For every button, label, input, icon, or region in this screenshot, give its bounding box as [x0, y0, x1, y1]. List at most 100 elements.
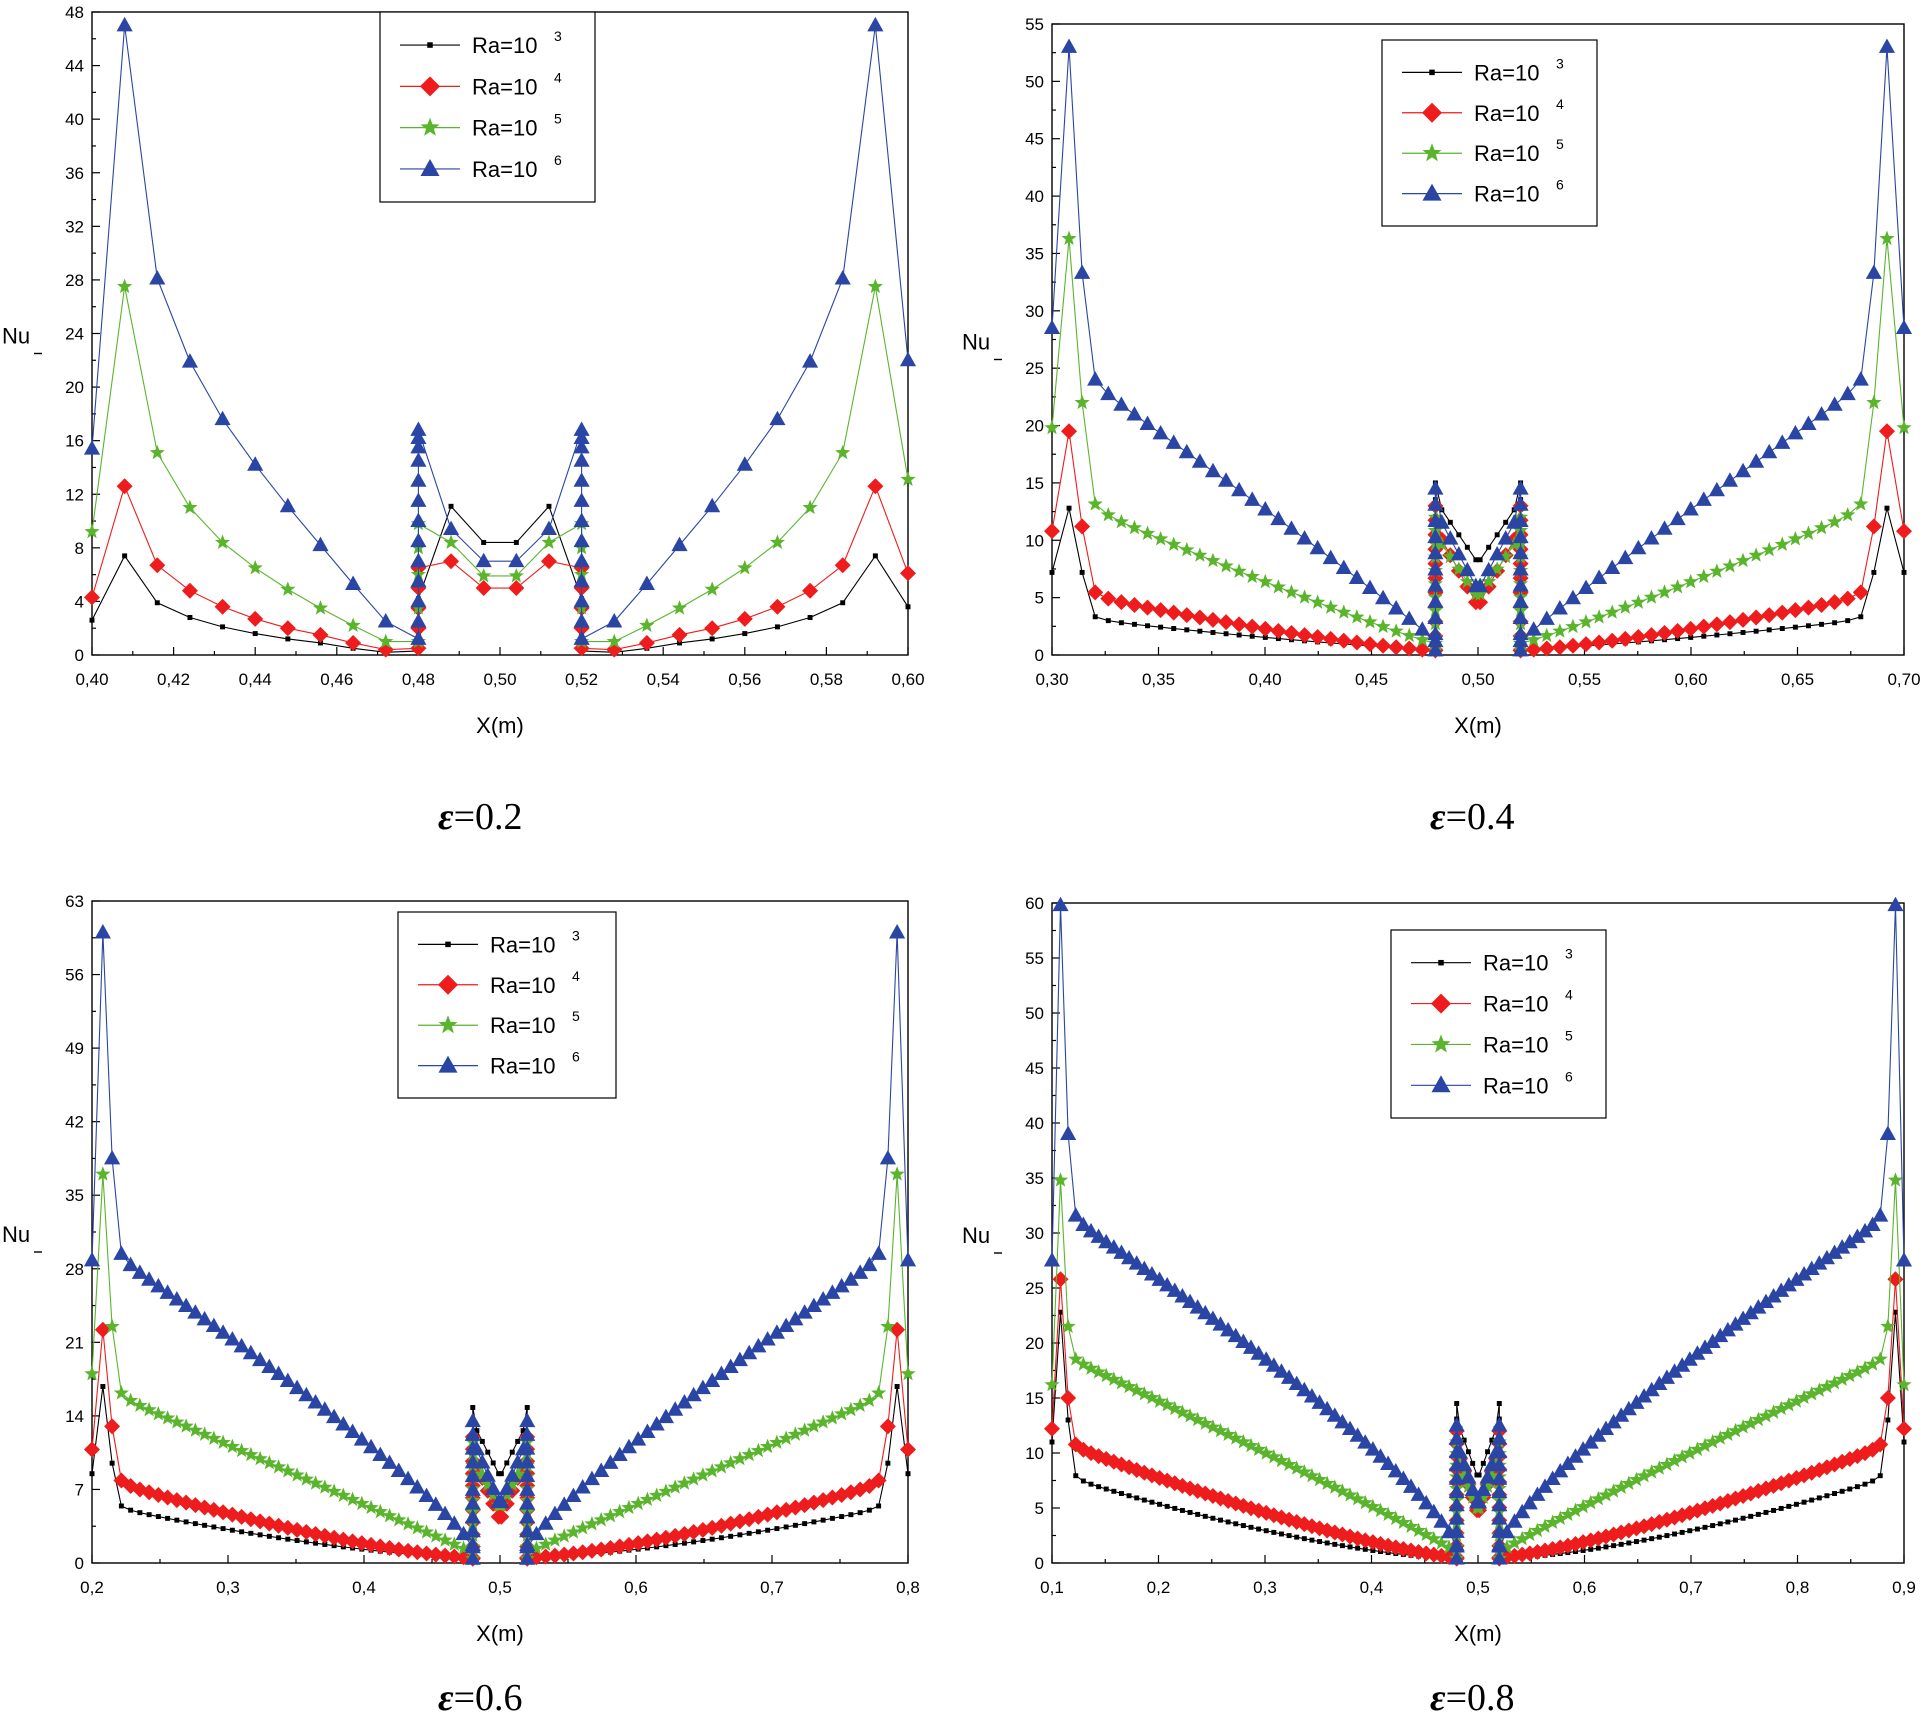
data-point — [381, 1539, 398, 1556]
data-point — [1720, 1426, 1736, 1442]
data-point — [248, 1530, 254, 1536]
data-point — [1669, 622, 1686, 639]
data-point — [1611, 1543, 1617, 1549]
data-point — [1191, 453, 1208, 468]
data-point — [1283, 625, 1300, 642]
data-point — [178, 1297, 195, 1313]
data-point — [1249, 633, 1255, 639]
data-point — [1374, 589, 1392, 605]
data-point — [1551, 639, 1568, 656]
data-point — [573, 452, 590, 467]
data-point — [885, 1460, 891, 1466]
data-point — [1864, 1441, 1881, 1458]
data-point — [1494, 532, 1500, 538]
chart-caption: ε=0.6 — [438, 1677, 523, 1719]
data-point — [1489, 561, 1505, 576]
data-point — [1388, 1510, 1404, 1526]
data-point — [1800, 525, 1817, 540]
data-point — [131, 1264, 148, 1279]
data-point — [1778, 1505, 1784, 1511]
data-point — [1735, 1310, 1752, 1325]
data-point — [335, 1416, 352, 1431]
legend-marker — [438, 974, 458, 995]
data-point — [270, 1517, 287, 1534]
data-point — [1414, 631, 1430, 647]
data-point — [1121, 1249, 1138, 1265]
data-point — [1218, 558, 1234, 573]
data-point — [1896, 523, 1912, 540]
data-point — [1656, 1534, 1662, 1540]
data-point — [1704, 1333, 1721, 1348]
data-point — [1633, 1539, 1639, 1545]
x-tick-label: 0,30 — [1035, 670, 1068, 689]
data-point — [149, 444, 165, 460]
data-point — [1719, 1321, 1736, 1337]
data-point — [1273, 1363, 1290, 1378]
legend-label-exponent: 5 — [1565, 1027, 1573, 1043]
data-point — [1740, 629, 1746, 635]
data-point — [1065, 1417, 1071, 1423]
data-point — [1697, 1437, 1713, 1453]
data-point — [279, 497, 296, 513]
data-point — [169, 1414, 185, 1429]
legend-marker — [420, 158, 440, 176]
data-point — [519, 1440, 536, 1455]
data-point — [1674, 1449, 1690, 1464]
data-point — [834, 1406, 850, 1421]
data-point — [196, 1310, 213, 1326]
data-point — [1152, 424, 1169, 440]
data-point — [1630, 594, 1646, 609]
data-point — [1402, 1542, 1419, 1559]
data-point — [1475, 1489, 1491, 1504]
data-point — [1202, 1513, 1208, 1519]
data-point — [187, 1304, 204, 1319]
data-point — [879, 1418, 896, 1435]
data-point — [1758, 1408, 1774, 1423]
data-point — [1757, 1293, 1775, 1309]
data-point — [1748, 453, 1765, 468]
data-point — [1083, 1360, 1099, 1375]
data-point — [1470, 1494, 1488, 1509]
data-point — [154, 600, 160, 606]
data-point — [1223, 631, 1229, 637]
data-point — [335, 1487, 351, 1502]
y-tick-label: 16 — [65, 432, 84, 451]
data-point — [1296, 530, 1313, 545]
data-point — [1887, 896, 1904, 912]
data-point — [493, 1508, 510, 1525]
data-point — [1491, 1470, 1508, 1485]
data-point — [1795, 1266, 1813, 1281]
data-point — [1486, 544, 1492, 550]
y-tick-label: 42 — [65, 1113, 84, 1132]
y-tick-label: 15 — [1025, 1389, 1044, 1408]
data-point — [750, 1442, 767, 1458]
data-point — [1674, 1507, 1691, 1524]
data-point — [732, 1450, 748, 1466]
data-point — [1044, 419, 1060, 435]
data-point — [840, 600, 846, 606]
data-point — [1491, 1538, 1508, 1553]
y-tick-label: 0 — [1035, 646, 1044, 665]
data-point — [276, 1535, 282, 1541]
data-point — [1464, 1481, 1481, 1496]
data-point — [1403, 1518, 1419, 1534]
x-tick-label: 0,6 — [624, 1578, 648, 1597]
data-point — [1433, 514, 1450, 529]
data-point — [1098, 1367, 1114, 1383]
data-point — [1067, 1207, 1084, 1222]
data-point — [220, 1526, 226, 1532]
data-point — [1266, 1449, 1282, 1464]
data-point — [1659, 1456, 1675, 1472]
data-point — [410, 572, 427, 588]
data-point — [1204, 462, 1222, 478]
series-line — [1051, 1312, 1905, 1560]
data-point — [1580, 1547, 1586, 1553]
data-point — [546, 1547, 563, 1564]
data-point — [1895, 319, 1913, 334]
data-point — [344, 1423, 361, 1438]
data-point — [1113, 513, 1129, 529]
data-point — [1197, 1415, 1213, 1430]
data-point — [1339, 1543, 1345, 1549]
data-point — [1551, 600, 1568, 615]
